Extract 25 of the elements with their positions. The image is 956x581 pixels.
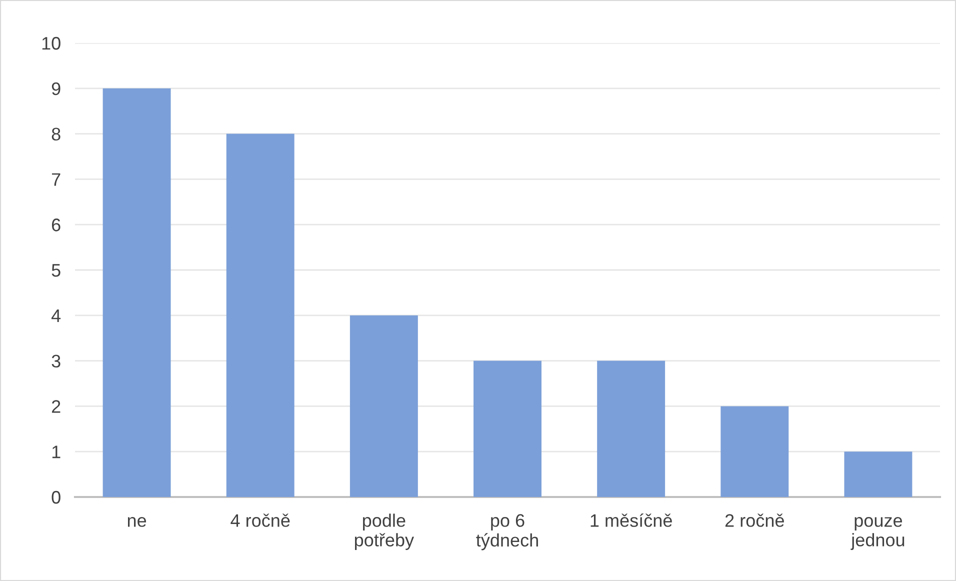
x-tick-label: ne [128,517,146,527]
bar [597,360,666,497]
y-tick-label: 0 [52,490,60,504]
y-tick-label: 10 [42,36,60,50]
bar [844,452,912,497]
y-tick-label: 1 [52,446,60,458]
x-tick-label: 2 ročně [725,514,784,527]
y-tick-label: 7 [52,173,60,186]
x-tick-label: 1 měsíčně [590,513,672,527]
bar [102,88,171,497]
y-tick-label: 9 [52,82,60,96]
x-tick-label: pouze jednou [850,517,904,550]
x-tick-label: 4 ročně [230,514,290,527]
y-tick-label: 2 [52,400,60,413]
x-tick-label: po 6 týdnech [476,514,538,550]
bar [350,315,418,497]
bar [474,360,542,497]
bar [226,134,294,497]
y-tick-label: 4 [51,310,61,322]
y-tick-label: 8 [52,128,60,141]
y-tick-label: 3 [52,354,60,368]
x-tick-label: podle potřeby [354,514,414,550]
bar [720,406,789,497]
y-tick-label: 6 [52,218,60,232]
y-tick-label: 5 [52,264,60,277]
